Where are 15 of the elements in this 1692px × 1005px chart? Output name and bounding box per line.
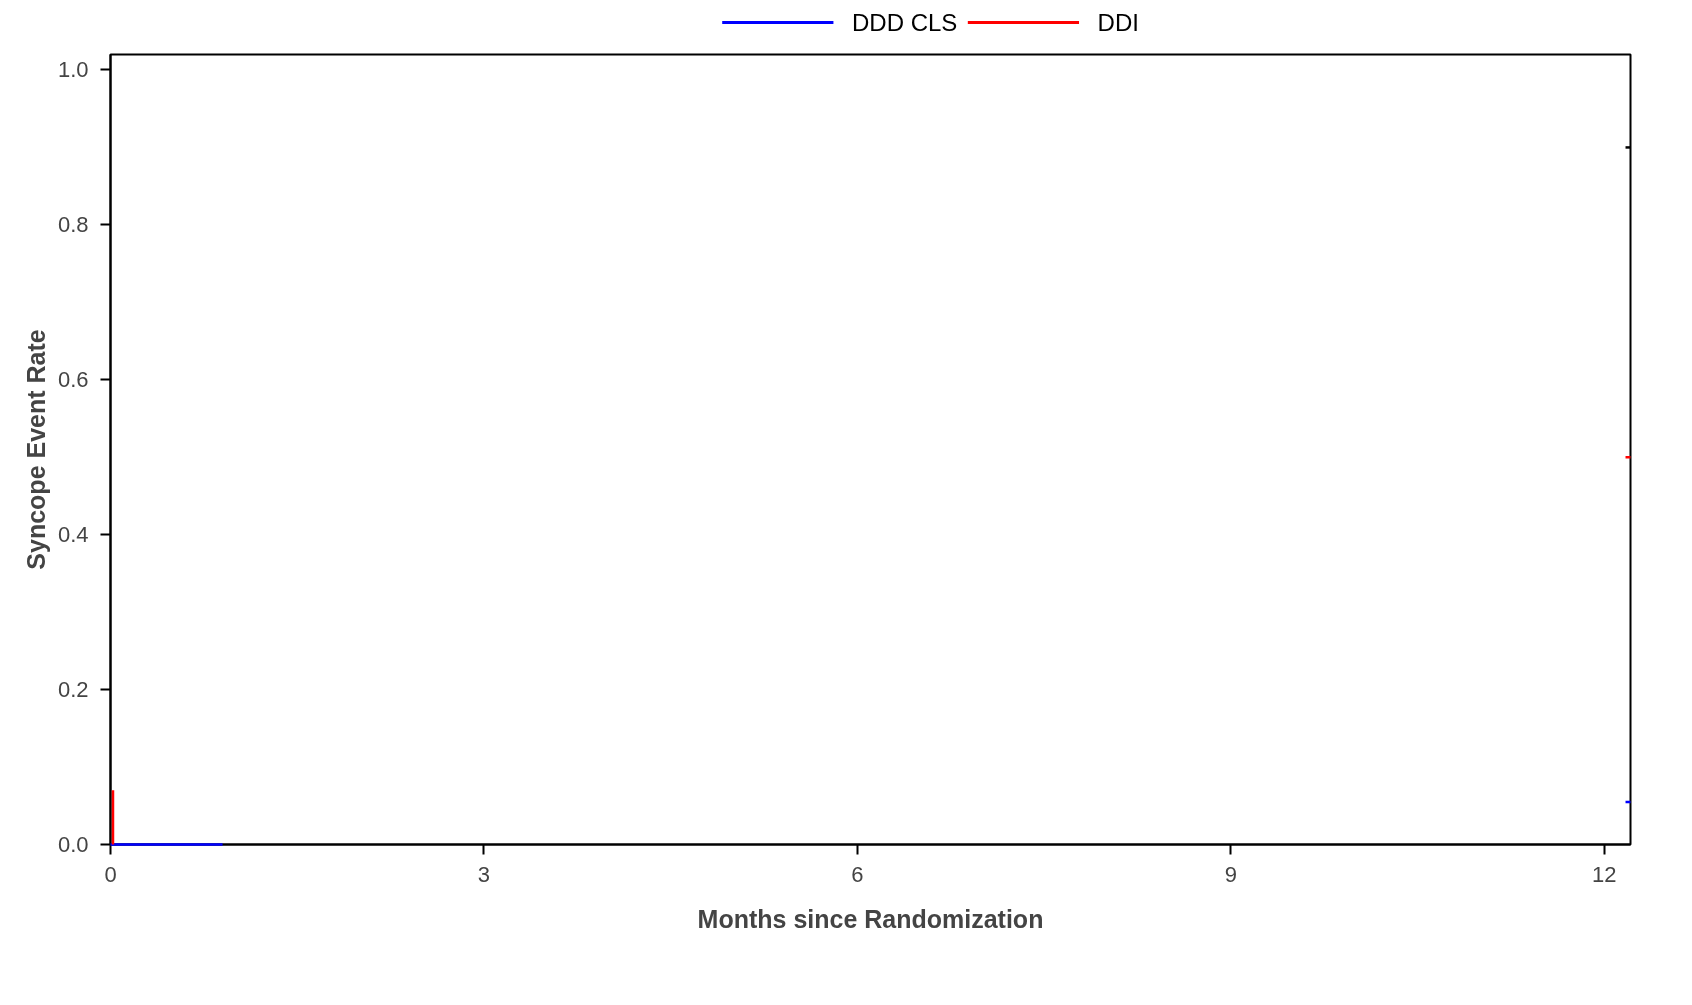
y-tick-label: 0.8 — [57, 212, 89, 238]
y-axis-title: Syncope Event Rate — [21, 329, 50, 570]
y-tick-label: 1.0 — [57, 57, 89, 83]
x-tick-label: 12 — [1592, 861, 1617, 887]
x-tick-label: 0 — [104, 861, 117, 887]
legend-label: DDD CLS — [851, 9, 958, 36]
legend-label: DDI — [1097, 9, 1139, 36]
x-tick-label: 9 — [1224, 861, 1238, 887]
y-tick-label: 0.6 — [57, 367, 89, 393]
y-tick-label: 0.4 — [57, 522, 89, 548]
x-axis-title: Months since Randomization — [697, 904, 1044, 933]
x-tick-label: 6 — [851, 861, 864, 887]
x-tick-label: 3 — [477, 861, 491, 887]
y-tick-label: 0.0 — [57, 832, 89, 857]
y-tick-label: 0.2 — [57, 677, 89, 703]
